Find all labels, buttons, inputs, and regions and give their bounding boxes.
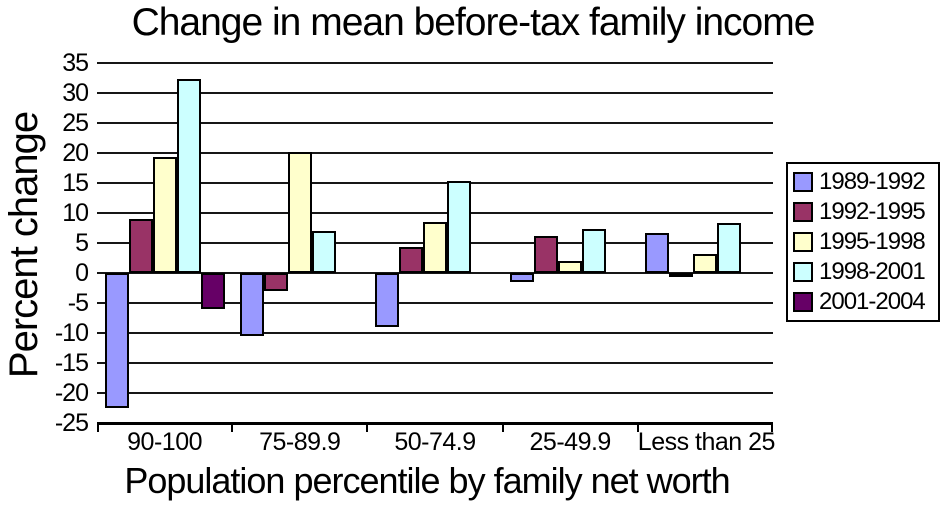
- legend-label: 1998-2001: [819, 258, 926, 285]
- legend-swatch-1995-1998: [793, 232, 813, 252]
- gridline--10: [97, 332, 773, 334]
- y-tick-label-25: 25: [62, 109, 89, 137]
- x-axis-tick: [501, 423, 504, 432]
- gridline-30: [97, 92, 773, 94]
- y-axis-tick-labels: 35 30 25 20 15 10 5 0 -5 -10 -15 -20 -25: [0, 0, 89, 512]
- x-axis-tick: [636, 423, 639, 432]
- legend-label: 1995-1998: [819, 228, 926, 255]
- x-axis-tick: [366, 423, 369, 432]
- legend-item-2001-2004: 2001-2004: [793, 287, 938, 317]
- bar-1998-2001-50-74.9: [447, 181, 471, 273]
- x-category-label-25-49.9: 25-49.9: [529, 428, 612, 456]
- bar-2001-2004-90-100: [200, 273, 225, 309]
- legend-item-1998-2001: 1998-2001: [793, 257, 938, 287]
- bar-1995-1998-50-74.9: [423, 222, 447, 273]
- y-tick-label-0: 0: [75, 259, 89, 287]
- y-tick-label--25: -25: [54, 409, 89, 437]
- gridline-0: [97, 272, 773, 274]
- bar-1992-1995-25-49.9: [534, 235, 559, 273]
- gridline-25: [97, 122, 773, 124]
- y-tick-label-30: 30: [62, 79, 89, 107]
- legend-swatch-2001-2004: [793, 292, 813, 312]
- y-tick-label-10: 10: [62, 199, 89, 227]
- bar-1989-1992-Less than 25: [645, 232, 670, 273]
- bar-1989-1992-50-74.9: [375, 273, 399, 327]
- y-tick-label-15: 15: [62, 169, 89, 197]
- x-category-label-Less than 25: Less than 25: [637, 428, 776, 456]
- x-category-label-75-89.9: 75-89.9: [259, 428, 341, 456]
- bar-1998-2001-Less than 25: [717, 223, 742, 273]
- y-tick-label-5: 5: [75, 229, 89, 257]
- bar-1992-1995-50-74.9: [399, 247, 423, 273]
- legend-swatch-1989-1992: [793, 172, 813, 192]
- legend: 1989-1992 1992-1995 1995-1998 1998-2001 2001…: [786, 162, 940, 322]
- y-tick-label--20: -20: [54, 379, 89, 407]
- bar-1998-2001-75-89.9: [311, 231, 336, 273]
- legend-item-1989-1992: 1989-1992: [793, 167, 938, 197]
- x-axis-tick: [231, 423, 234, 432]
- bar-1995-1998-75-89.9: [287, 151, 312, 273]
- gridline-10: [97, 212, 773, 214]
- plot-area: [97, 62, 773, 432]
- x-category-label-50-74.9: 50-74.9: [394, 428, 476, 456]
- bar-1992-1995-Less than 25: [669, 273, 694, 277]
- bar-1998-2001-90-100: [176, 79, 201, 273]
- gridline--20: [97, 392, 773, 394]
- bar-1995-1998-25-49.9: [558, 261, 583, 273]
- x-axis-category-labels: 90-100 75-89.9 50-74.9 25-49.9 Less than 25: [97, 427, 776, 457]
- x-axis-title: Population percentile by family net wort…: [124, 460, 730, 501]
- x-axis-line: [97, 422, 773, 425]
- bar-1992-1995-75-89.9: [263, 273, 288, 291]
- gridline-35: [97, 62, 773, 64]
- bar-1989-1992-75-89.9: [239, 273, 264, 336]
- legend-swatch-1992-1995: [793, 202, 813, 222]
- y-tick-label--10: -10: [54, 319, 89, 347]
- bar-1992-1995-90-100: [128, 219, 153, 273]
- bar-1989-1992-90-100: [104, 273, 129, 408]
- y-tick-label--15: -15: [54, 349, 89, 377]
- gridline-15: [97, 182, 773, 184]
- x-axis-tick: [771, 423, 773, 432]
- y-tick-label-20: 20: [62, 139, 89, 167]
- chart-title: Change in mean before-tax family income: [131, 1, 816, 44]
- bar-1998-2001-25-49.9: [582, 229, 607, 273]
- bar-1989-1992-25-49.9: [510, 273, 535, 282]
- legend-label: 2001-2004: [819, 288, 926, 315]
- y-tick-label--5: -5: [67, 289, 89, 317]
- x-axis-tick: [97, 423, 99, 432]
- y-tick-label-35: 35: [62, 49, 89, 77]
- legend-label: 1992-1995: [819, 198, 926, 225]
- x-category-label-90-100: 90-100: [127, 428, 203, 456]
- gridline--15: [97, 362, 773, 364]
- gridline--5: [97, 302, 773, 304]
- gridline-20: [97, 152, 773, 154]
- bar-1995-1998-Less than 25: [693, 253, 718, 273]
- bar-1995-1998-90-100: [152, 156, 177, 273]
- legend-item-1992-1995: 1992-1995: [793, 197, 938, 227]
- legend-item-1995-1998: 1995-1998: [793, 227, 938, 257]
- legend-label: 1989-1992: [819, 168, 926, 195]
- legend-swatch-1998-2001: [793, 262, 813, 282]
